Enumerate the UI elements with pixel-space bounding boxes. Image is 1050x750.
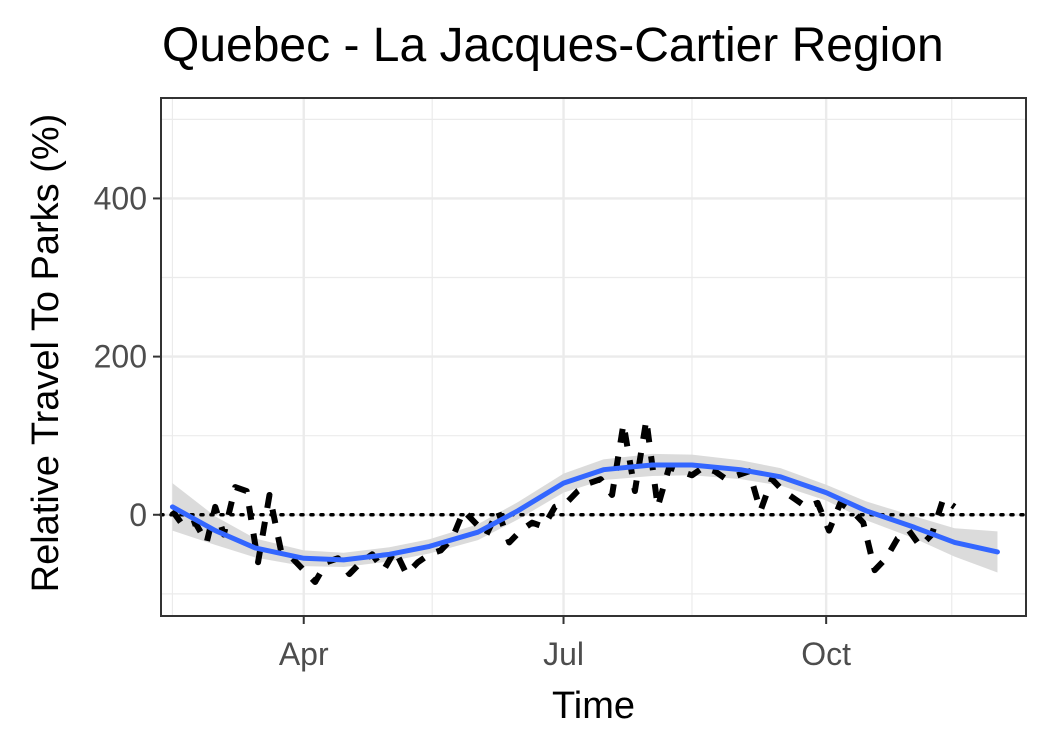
x-tick-label: Apr bbox=[279, 636, 329, 672]
smooth-trend-line bbox=[169, 462, 1000, 563]
x-axis-title: Time bbox=[552, 685, 635, 727]
chart-title: Quebec - La Jacques-Cartier Region bbox=[162, 19, 944, 72]
x-axis: Apr Jul Oct bbox=[279, 616, 851, 672]
y-tick-label: 0 bbox=[129, 497, 147, 533]
smooth-series-layer bbox=[169, 462, 1000, 563]
y-tick-label: 200 bbox=[94, 339, 147, 375]
y-axis-title: Relative Travel To Parks (%) bbox=[25, 114, 67, 593]
observed-series-line bbox=[169, 416, 957, 585]
confidence-ribbon bbox=[172, 453, 998, 573]
y-axis: 0 200 400 bbox=[94, 180, 161, 533]
grid-layer bbox=[161, 98, 1026, 616]
ribbon-layer bbox=[172, 453, 998, 573]
observed-series-layer bbox=[169, 416, 957, 585]
y-tick-label: 400 bbox=[94, 180, 147, 216]
x-tick-label: Oct bbox=[801, 636, 851, 672]
x-tick-label: Jul bbox=[543, 636, 584, 672]
